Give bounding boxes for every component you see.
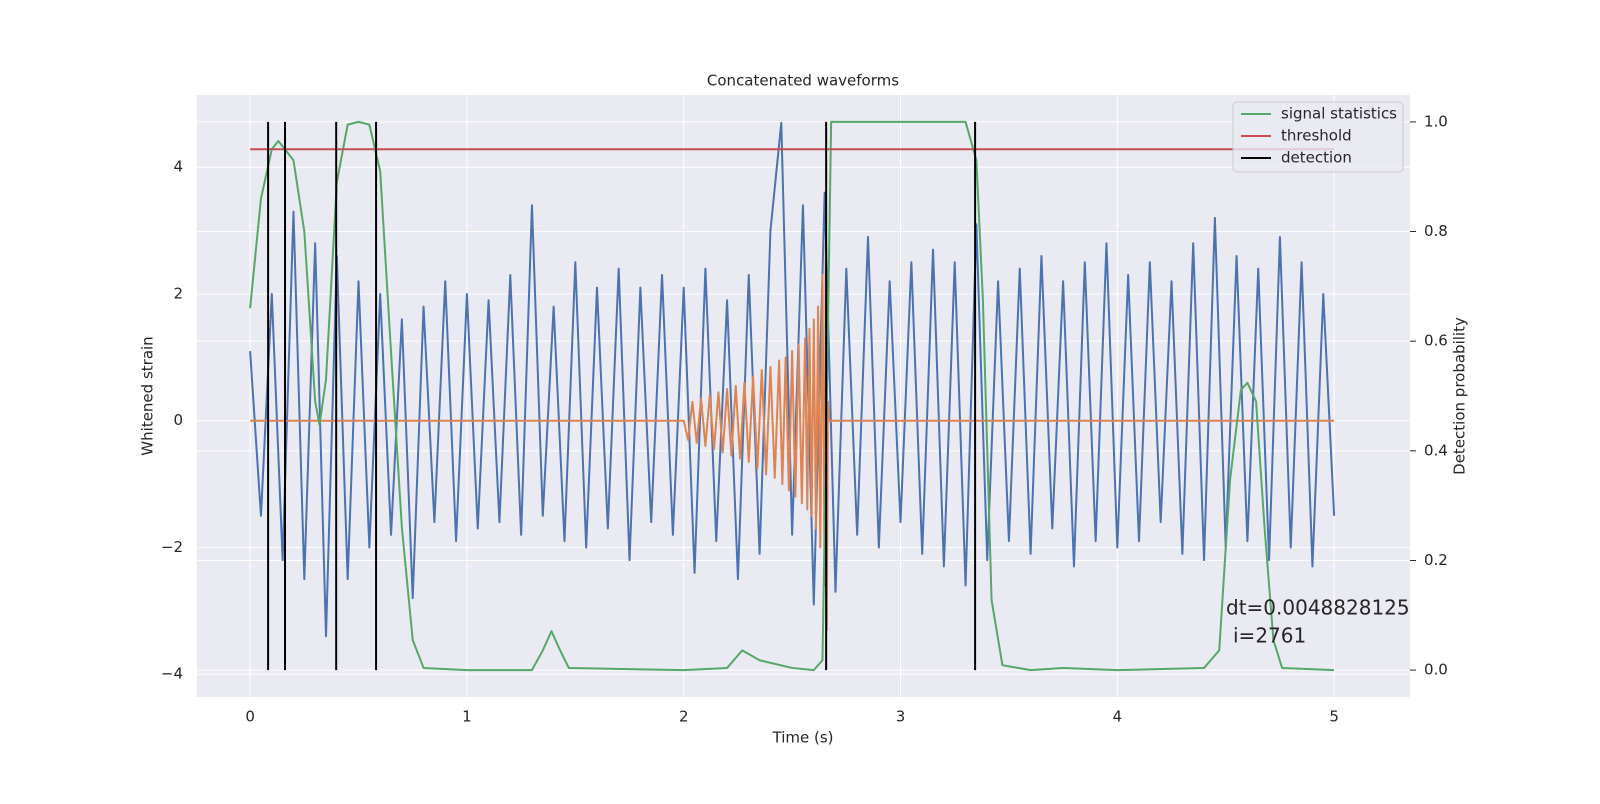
y2-tick-label: 1.0: [1424, 112, 1448, 130]
x-tick-label: 5: [1329, 708, 1339, 726]
y-tick-label: 4: [173, 158, 183, 176]
y2-tick-label: 0.8: [1424, 222, 1448, 240]
y2-tick-label: 0.0: [1424, 661, 1448, 679]
y2-tick-label: 0.2: [1424, 551, 1448, 569]
x-tick-label: 3: [896, 708, 906, 726]
y-tick-label: 0: [173, 411, 183, 429]
legend-box: [1232, 101, 1404, 173]
series-line: [250, 242, 1335, 631]
y-tick-label: 2: [173, 284, 183, 302]
x-tick-label: 4: [1113, 708, 1123, 726]
axes: 0 1 2 3 4 5 −4 −2 0 2 4 0.0 0.2 0.4 0.6 0.8 1.0: [161, 112, 1448, 725]
annotation: dt=0.0048828125: [1226, 596, 1410, 620]
y2-axis-label: Detection probability: [1451, 317, 1469, 475]
legend-label: signal statistics: [1281, 105, 1397, 123]
legend-label: threshold: [1281, 127, 1352, 145]
series-line: [249, 120, 1335, 672]
chart-title: Concatenated waveforms: [707, 72, 899, 90]
x-tick-label: 0: [245, 708, 255, 726]
y-tick-label: −4: [161, 665, 183, 683]
x-tick-label: 2: [679, 708, 689, 726]
y-tick-label: −2: [161, 538, 183, 556]
legend-label: detection: [1281, 149, 1352, 167]
series-line: [249, 121, 1336, 638]
plot: [249, 120, 1336, 672]
y-axis-label: Whitened strain: [139, 336, 157, 455]
y2-tick-label: 0.6: [1424, 332, 1448, 350]
y2-tick-label: 0.4: [1424, 441, 1448, 459]
x-axis-label: Time (s): [772, 729, 834, 747]
x-tick-label: 1: [462, 708, 472, 726]
annotation: i=2761: [1233, 624, 1306, 648]
